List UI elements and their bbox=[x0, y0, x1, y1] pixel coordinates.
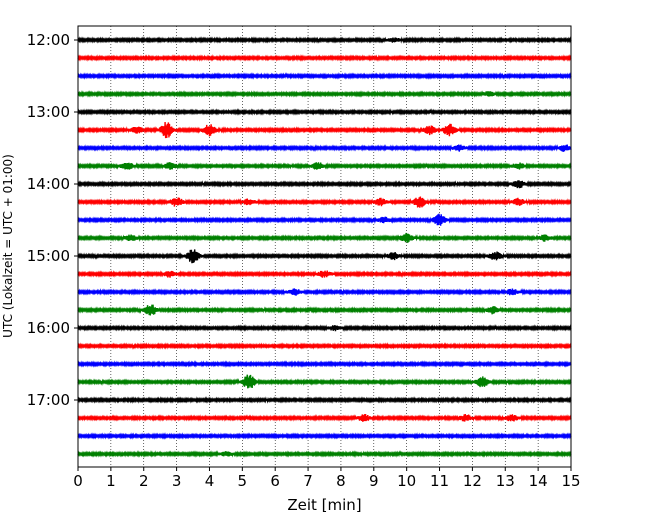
seismogram-trace-1245 bbox=[77, 90, 572, 98]
y-tick-label: 13:00 bbox=[27, 103, 70, 121]
x-tick-label: 12 bbox=[463, 472, 482, 490]
x-tick-label: 1 bbox=[106, 472, 116, 490]
seismogram-traces bbox=[77, 36, 572, 458]
y-tick-label: 17:00 bbox=[27, 391, 70, 409]
seismogram-trace-1700 bbox=[77, 396, 572, 404]
y-tick-label: 14:00 bbox=[27, 175, 70, 193]
seismogram-trace-1345 bbox=[77, 162, 572, 170]
seismogram-trace-1615 bbox=[77, 342, 572, 350]
seismogram-trace-1515 bbox=[77, 270, 572, 278]
x-tick-label: 8 bbox=[336, 472, 346, 490]
seismogram-trace-1330 bbox=[77, 144, 572, 152]
seismogram-trace-1400 bbox=[77, 180, 572, 189]
x-tick-label: 4 bbox=[205, 472, 215, 490]
y-tick-label: 16:00 bbox=[27, 319, 70, 337]
seismogram-trace-1730 bbox=[77, 432, 572, 440]
x-tick-label: 0 bbox=[73, 472, 83, 490]
y-axis-ticks: 12:00 13:00 14:00 15:00 16:00 17:00 bbox=[27, 31, 78, 409]
seismogram-trace-1415 bbox=[77, 196, 572, 208]
seismogram-trace-1600 bbox=[77, 324, 572, 332]
x-tick-label: 7 bbox=[303, 472, 313, 490]
x-tick-label: 13 bbox=[496, 472, 515, 490]
plot-frame bbox=[77, 25, 572, 468]
seismogram-trace-1430 bbox=[77, 213, 572, 226]
seismogram-trace-1215 bbox=[77, 54, 572, 62]
x-tick-label: 5 bbox=[238, 472, 248, 490]
seismogram-trace-1500 bbox=[77, 249, 572, 264]
seismogram-trace-1230 bbox=[77, 72, 572, 80]
x-tick-label: 3 bbox=[172, 472, 182, 490]
seismogram-trace-1545 bbox=[77, 304, 572, 316]
seismogram-trace-1200 bbox=[77, 36, 572, 44]
x-tick-label: 9 bbox=[369, 472, 379, 490]
x-tick-label: 14 bbox=[529, 472, 548, 490]
seismogram-trace-1715 bbox=[77, 414, 572, 422]
x-axis-label: Zeit [min] bbox=[287, 496, 361, 514]
seismogram-trace-1745 bbox=[77, 450, 572, 458]
seismogram-trace-1645 bbox=[77, 374, 572, 389]
x-tick-label: 10 bbox=[397, 472, 416, 490]
seismogram-trace-1445 bbox=[77, 232, 572, 243]
seismogram-trace-1315 bbox=[77, 121, 572, 139]
y-tick-label: 15:00 bbox=[27, 247, 70, 265]
y-tick-label: 12:00 bbox=[27, 31, 70, 49]
x-tick-label: 15 bbox=[561, 472, 580, 490]
seismogram-trace-1300 bbox=[77, 108, 572, 116]
seismogram-trace-1630 bbox=[77, 360, 572, 368]
seismogram-trace-1530 bbox=[77, 288, 572, 296]
x-tick-label: 6 bbox=[270, 472, 280, 490]
x-tick-label: 2 bbox=[139, 472, 149, 490]
x-axis-ticks: 0 1 2 3 4 5 6 7 8 9 10 11 12 13 14 15 bbox=[73, 467, 581, 490]
x-tick-label: 11 bbox=[430, 472, 449, 490]
y-axis-label: UTC (Lokalzeit = UTC + 01:00) bbox=[1, 154, 15, 338]
